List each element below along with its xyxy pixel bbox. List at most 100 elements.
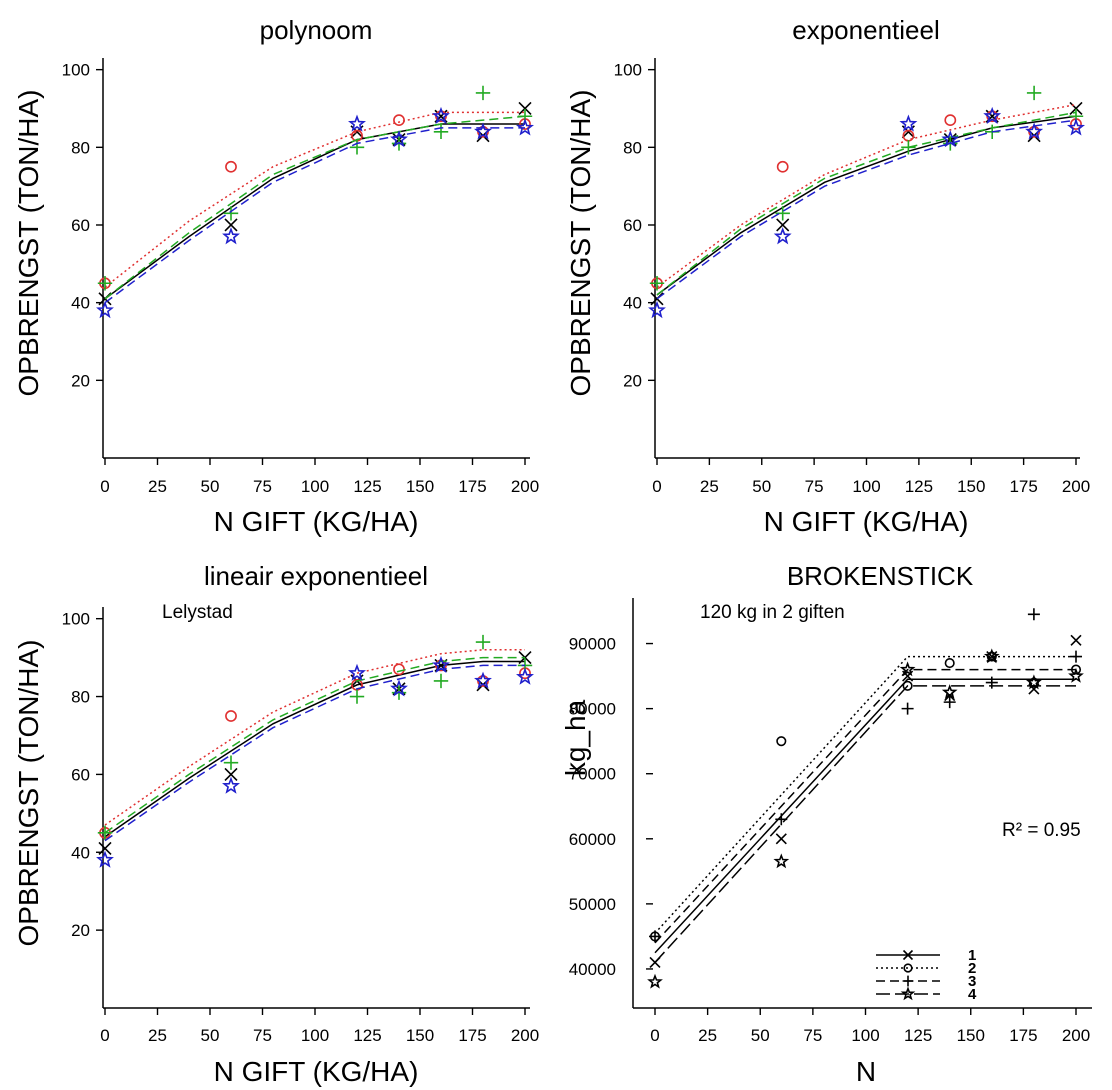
x-tick-label: 100 [301, 1026, 329, 1045]
legend-label: 4 [968, 986, 977, 1003]
y-tick-label: 100 [62, 61, 90, 80]
fit-curve-4 [104, 127, 525, 304]
panel-exponentieel: exponentieel N GIFT (KG/HA) OPBRENGST (T… [565, 15, 1090, 537]
fit-curve-4 [104, 664, 525, 842]
data-point [223, 755, 239, 770]
data-point [1026, 85, 1042, 101]
data-point [225, 710, 237, 722]
data-point [390, 130, 408, 148]
panel-title: polynoom [260, 15, 373, 45]
data-point [348, 114, 366, 132]
y-tick-label: 80000 [569, 700, 616, 719]
data-point [943, 696, 956, 709]
fit-curve-1 [654, 678, 1076, 954]
data-point [223, 206, 239, 221]
y-tick-label: 80 [623, 138, 642, 157]
legend-label: 3 [968, 973, 976, 990]
x-tick-label: 25 [148, 477, 167, 496]
data-point [474, 122, 492, 140]
data-point [349, 689, 365, 704]
y-axis-title: OPBRENGST (TON/HA) [565, 89, 596, 396]
y-tick-label: 100 [614, 61, 642, 80]
group-annotation: 120 kg in 2 giften [700, 602, 845, 623]
x-tick-label: 200 [1062, 477, 1090, 496]
data-point [1068, 667, 1084, 683]
x-tick-label: 175 [458, 477, 486, 496]
data-point [899, 661, 916, 677]
x-axis-title: N GIFT (KG/HA) [214, 506, 419, 537]
y-tick-label: 40 [623, 294, 642, 313]
data-point [941, 130, 960, 148]
data-point [225, 160, 237, 173]
data-point [775, 206, 790, 221]
data-point [649, 276, 665, 291]
data-point [983, 648, 1000, 664]
fit-curve-2 [104, 649, 525, 826]
data-point [432, 106, 450, 124]
data-point [393, 114, 405, 127]
x-axis-title: N GIFT (KG/HA) [214, 1056, 419, 1087]
y-tick-label: 90000 [569, 635, 616, 654]
plot-area [96, 85, 534, 319]
y-tick-label: 40000 [569, 960, 616, 979]
x-tick-label: 75 [253, 1026, 272, 1045]
data-point [902, 680, 913, 691]
fit-curve-3 [656, 111, 1077, 296]
y-tick-label: 80 [71, 138, 90, 157]
y-tick-label: 100 [62, 610, 90, 629]
data-point [433, 124, 449, 139]
fit-curve-1 [104, 123, 525, 300]
x-tick-label: 175 [1009, 1026, 1037, 1045]
data-point [518, 101, 532, 116]
data-point [97, 825, 113, 841]
data-point [1070, 650, 1082, 663]
y-tick-label: 80 [71, 688, 90, 707]
data-point [433, 673, 449, 689]
x-tick-label: 50 [201, 1026, 220, 1045]
x-tick-label: 200 [511, 477, 539, 496]
data-point [944, 658, 955, 669]
x-tick-label: 25 [698, 1026, 717, 1045]
x-tick-label: 0 [650, 1026, 659, 1045]
y-axis-title: OPBRENGST (TON/HA) [13, 639, 44, 946]
data-point [96, 300, 114, 319]
legend-marker [900, 986, 916, 1001]
data-point [773, 853, 790, 869]
y-tick-label: 20 [71, 921, 90, 940]
data-point [944, 114, 957, 127]
data-point [97, 276, 113, 291]
x-tick-label: 0 [100, 1026, 109, 1045]
plot-area [96, 634, 534, 868]
data-point [983, 106, 1002, 124]
fit-curve-1 [656, 115, 1077, 296]
data-point [899, 114, 918, 132]
fit-curve-3 [104, 656, 525, 834]
x-tick-label: 175 [1009, 477, 1037, 496]
data-point [901, 140, 916, 155]
data-point [1069, 101, 1083, 116]
panel-title: lineair exponentieel [204, 561, 428, 591]
y-tick-label: 40 [71, 843, 90, 862]
x-tick-label: 25 [700, 477, 719, 496]
fit-curve-2 [654, 655, 1076, 934]
legend-label: 1 [968, 947, 976, 964]
location-annotation: Lelystad [162, 602, 233, 623]
y-tick-label: 60000 [569, 830, 616, 849]
x-tick-label: 75 [253, 477, 272, 496]
x-axis-title: N [856, 1056, 876, 1087]
data-point [649, 930, 661, 943]
x-tick-label: 25 [148, 1026, 167, 1045]
plot-area [648, 85, 1085, 319]
x-tick-label: 175 [458, 1026, 486, 1045]
x-tick-label: 75 [805, 477, 824, 496]
data-point [776, 736, 787, 747]
data-point [390, 679, 408, 697]
data-point [224, 767, 238, 781]
data-point [516, 667, 534, 685]
data-point [516, 118, 534, 136]
legend-marker [903, 963, 913, 973]
panel-title: exponentieel [792, 15, 939, 45]
fit-curve-3 [654, 668, 1076, 944]
